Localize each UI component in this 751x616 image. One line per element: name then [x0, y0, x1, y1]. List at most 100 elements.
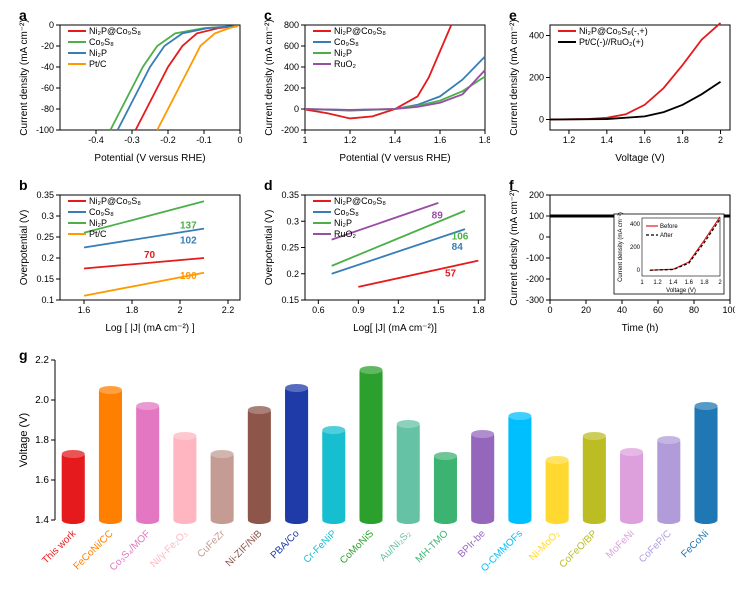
svg-text:MoFeNi: MoFeNi [604, 528, 637, 561]
svg-text:1.8: 1.8 [35, 435, 49, 446]
svg-text:Co₉S₈: Co₉S₈ [89, 207, 114, 217]
svg-text:200: 200 [529, 190, 544, 200]
svg-text:0.35: 0.35 [281, 190, 299, 200]
panel-label: b [19, 177, 28, 193]
svg-text:This work: This work [40, 528, 79, 567]
svg-text:0: 0 [539, 232, 544, 242]
svg-text:Ni-ZIF/NiB: Ni-ZIF/NiB [224, 528, 265, 569]
svg-text:0.1: 0.1 [41, 295, 54, 305]
svg-text:Ni₂P: Ni₂P [89, 48, 107, 58]
svg-text:Log[ |J| (mA cm⁻²)]: Log[ |J| (mA cm⁻²)] [353, 323, 437, 334]
svg-text:2.2: 2.2 [222, 305, 235, 315]
svg-text:1.8: 1.8 [472, 305, 485, 315]
svg-text:Current density (mA cm⁻²): Current density (mA cm⁻²) [509, 189, 520, 305]
svg-text:Potential (V versus RHE): Potential (V versus RHE) [339, 153, 450, 164]
svg-text:CoFeO/BP: CoFeO/BP [557, 528, 599, 570]
svg-text:Voltage (V): Voltage (V) [666, 288, 696, 294]
svg-text:MH-TMO: MH-TMO [414, 528, 451, 565]
svg-text:-100: -100 [526, 253, 544, 263]
svg-text:PBA/Co: PBA/Co [269, 528, 302, 561]
svg-text:2: 2 [718, 135, 723, 145]
svg-text:1.6: 1.6 [78, 305, 91, 315]
svg-text:Ni₂P@Co₉S₈(-,+): Ni₂P@Co₉S₈(-,+) [579, 26, 648, 36]
svg-text:Current density (mA cm⁻²): Current density (mA cm⁻²) [509, 19, 520, 135]
svg-text:Au/Ni₃S₂: Au/Ni₃S₂ [378, 528, 413, 563]
svg-text:20: 20 [581, 305, 591, 315]
svg-text:-300: -300 [526, 295, 544, 305]
svg-text:Pt/C(-)//RuO₂(+): Pt/C(-)//RuO₂(+) [579, 37, 644, 47]
svg-text:0: 0 [294, 104, 299, 114]
svg-text:0.3: 0.3 [41, 211, 54, 221]
svg-text:Ni₂P@Co₉S₈: Ni₂P@Co₉S₈ [334, 26, 386, 36]
svg-text:-20: -20 [41, 41, 54, 51]
svg-text:-200: -200 [526, 274, 544, 284]
svg-text:-200: -200 [281, 125, 299, 135]
svg-text:2.0: 2.0 [35, 395, 49, 406]
chart-panel-b: b1.61.822.20.10.150.20.250.30.35Log [ |J… [15, 175, 245, 335]
svg-text:Ni₂P: Ni₂P [334, 48, 352, 58]
svg-text:1.8: 1.8 [479, 135, 490, 145]
svg-text:400: 400 [630, 222, 641, 228]
svg-text:Ni₂P@Co₉S₈: Ni₂P@Co₉S₈ [89, 26, 141, 36]
svg-text:Current density (mA cm⁻²): Current density (mA cm⁻²) [618, 212, 624, 282]
svg-text:1.4: 1.4 [389, 135, 402, 145]
svg-text:600: 600 [284, 41, 299, 51]
svg-text:89: 89 [432, 211, 444, 222]
svg-text:57: 57 [445, 268, 457, 279]
svg-text:1.4: 1.4 [601, 135, 614, 145]
svg-text:200: 200 [630, 245, 641, 251]
svg-text:Before: Before [660, 224, 678, 230]
svg-text:Co₉S₈: Co₉S₈ [334, 37, 359, 47]
svg-text:Overpotential (V): Overpotential (V) [264, 210, 275, 286]
svg-text:0.25: 0.25 [36, 232, 54, 242]
svg-text:0.15: 0.15 [36, 274, 54, 284]
svg-text:1.8: 1.8 [126, 305, 139, 315]
svg-text:Pt/C: Pt/C [89, 59, 107, 69]
svg-text:0.35: 0.35 [36, 190, 54, 200]
svg-text:400: 400 [284, 62, 299, 72]
svg-text:RuO₂: RuO₂ [334, 59, 357, 69]
svg-text:BPIr-be: BPIr-be [456, 528, 488, 560]
svg-text:0: 0 [539, 115, 544, 125]
chart-panel-a: a-0.4-0.3-0.2-0.10-100-80-60-40-200Poten… [15, 5, 245, 165]
svg-text:0.6: 0.6 [312, 305, 325, 315]
svg-text:After: After [660, 233, 673, 239]
svg-text:400: 400 [529, 31, 544, 41]
svg-text:Potential (V versus RHE): Potential (V versus RHE) [94, 153, 205, 164]
svg-text:1.8: 1.8 [676, 135, 689, 145]
svg-text:-100: -100 [36, 125, 54, 135]
svg-text:60: 60 [653, 305, 663, 315]
svg-text:CoMoNiS: CoMoNiS [338, 528, 376, 566]
svg-text:0.2: 0.2 [286, 269, 299, 279]
svg-text:100: 100 [529, 211, 544, 221]
svg-text:Co₃S₄/MOF: Co₃S₄/MOF [108, 528, 153, 573]
svg-text:137: 137 [180, 221, 197, 232]
svg-text:190: 190 [180, 271, 197, 282]
svg-text:800: 800 [284, 20, 299, 30]
svg-text:1.8: 1.8 [700, 280, 709, 286]
svg-text:1.4: 1.4 [669, 280, 678, 286]
svg-text:0: 0 [237, 135, 242, 145]
svg-text:Overpotential (V): Overpotential (V) [19, 210, 30, 286]
chart-panel-d: d0.60.91.21.51.80.150.20.250.30.35Log[ |… [260, 175, 490, 335]
svg-text:Ni₂P: Ni₂P [334, 218, 352, 228]
svg-text:Current density (mA cm⁻²): Current density (mA cm⁻²) [19, 19, 30, 135]
svg-text:Pt/C: Pt/C [89, 229, 107, 239]
svg-text:1.2: 1.2 [653, 280, 662, 286]
chart-panel-c: c11.21.41.61.8-2000200400600800Potential… [260, 5, 490, 165]
svg-text:Ni/γ-Fe₂O₃: Ni/γ-Fe₂O₃ [148, 528, 190, 570]
panel-label: d [264, 177, 273, 193]
svg-text:-40: -40 [41, 62, 54, 72]
svg-text:2.2: 2.2 [35, 355, 49, 366]
svg-text:0.25: 0.25 [281, 243, 299, 253]
svg-text:Co₉S₈: Co₉S₈ [334, 207, 359, 217]
svg-text:CoFeP/C: CoFeP/C [637, 528, 674, 565]
svg-text:0: 0 [49, 20, 54, 30]
svg-text:106: 106 [452, 232, 469, 243]
svg-text:Time (h): Time (h) [622, 323, 659, 334]
svg-text:0.3: 0.3 [286, 216, 299, 226]
svg-text:1.6: 1.6 [434, 135, 447, 145]
panel-label: f [509, 177, 514, 193]
svg-text:1.6: 1.6 [638, 135, 651, 145]
svg-text:1: 1 [302, 135, 307, 145]
